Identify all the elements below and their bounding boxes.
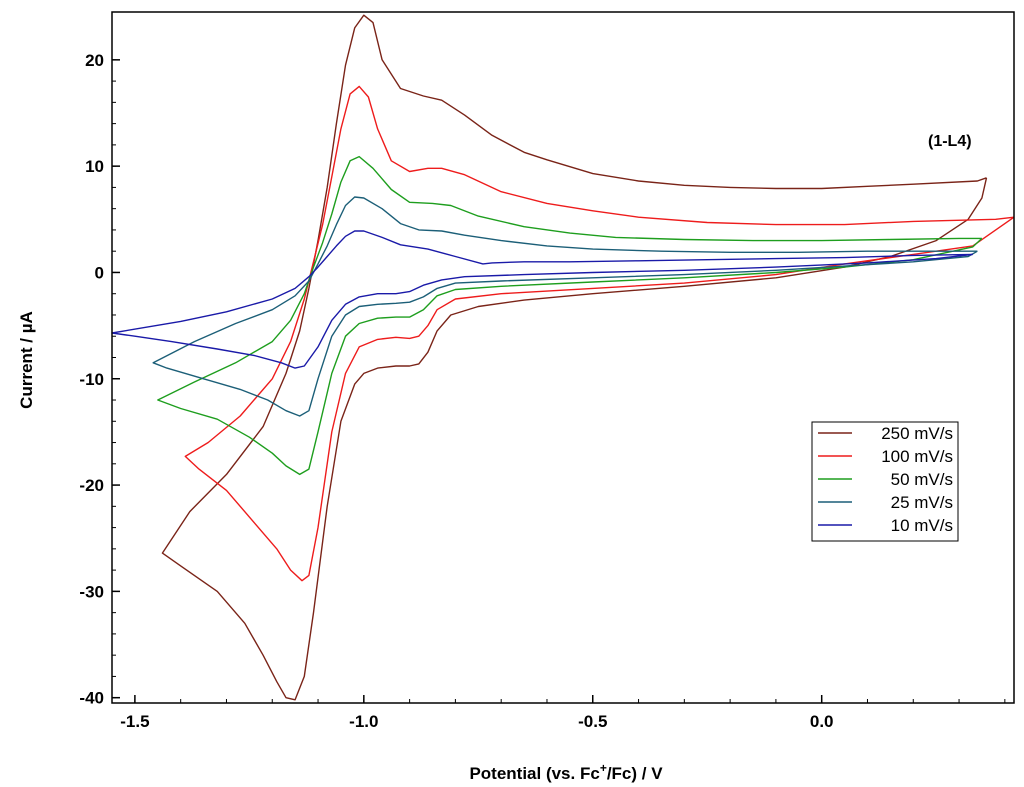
series-line	[157, 155, 983, 476]
series-line	[111, 230, 973, 369]
sample-annotation: (1-L4)	[928, 133, 972, 150]
legend: 250 mV/s 100 mV/s 50 mV/s 25 mV/s 10 mV/s	[811, 421, 959, 542]
x-tick-label: 0.0	[810, 712, 834, 731]
legend-label: 10 mV/s	[891, 516, 953, 535]
legend-label: 50 mV/s	[891, 470, 953, 489]
legend-label: 25 mV/s	[891, 493, 953, 512]
series-line	[184, 85, 1015, 582]
legend-box	[811, 421, 959, 542]
legend-label: 250 mV/s	[881, 424, 953, 443]
series-line	[161, 14, 988, 701]
x-tick-label: -1.5	[120, 712, 149, 731]
y-axis-title: Current / µA	[17, 311, 36, 409]
x-tick-label: -0.5	[578, 712, 607, 731]
x-tick-label: -1.0	[349, 712, 378, 731]
y-tick-label: 20	[85, 51, 104, 70]
x-axis-title: Potential (vs. Fc+/Fc) / V	[469, 761, 663, 783]
x-axis-title-tail: /Fc) / V	[607, 764, 663, 783]
y-tick-label: -20	[79, 476, 104, 495]
x-axis-title-main: Potential (vs. Fc	[469, 764, 599, 783]
y-tick-label: 10	[85, 157, 104, 176]
y-tick-label: -10	[79, 370, 104, 389]
y-tick-label: 0	[95, 263, 104, 282]
y-axis: 20 10 0 -10 -20 -30 -40	[79, 51, 120, 708]
y-tick-label: -40	[79, 689, 104, 708]
x-axis: -1.5 -1.0 -0.5 0.0	[120, 695, 1006, 731]
legend-label: 100 mV/s	[881, 447, 953, 466]
series-layer	[111, 14, 1015, 701]
x-axis-title-superscript: +	[600, 761, 607, 775]
series-line	[152, 196, 978, 417]
y-tick-label: -30	[79, 582, 104, 601]
